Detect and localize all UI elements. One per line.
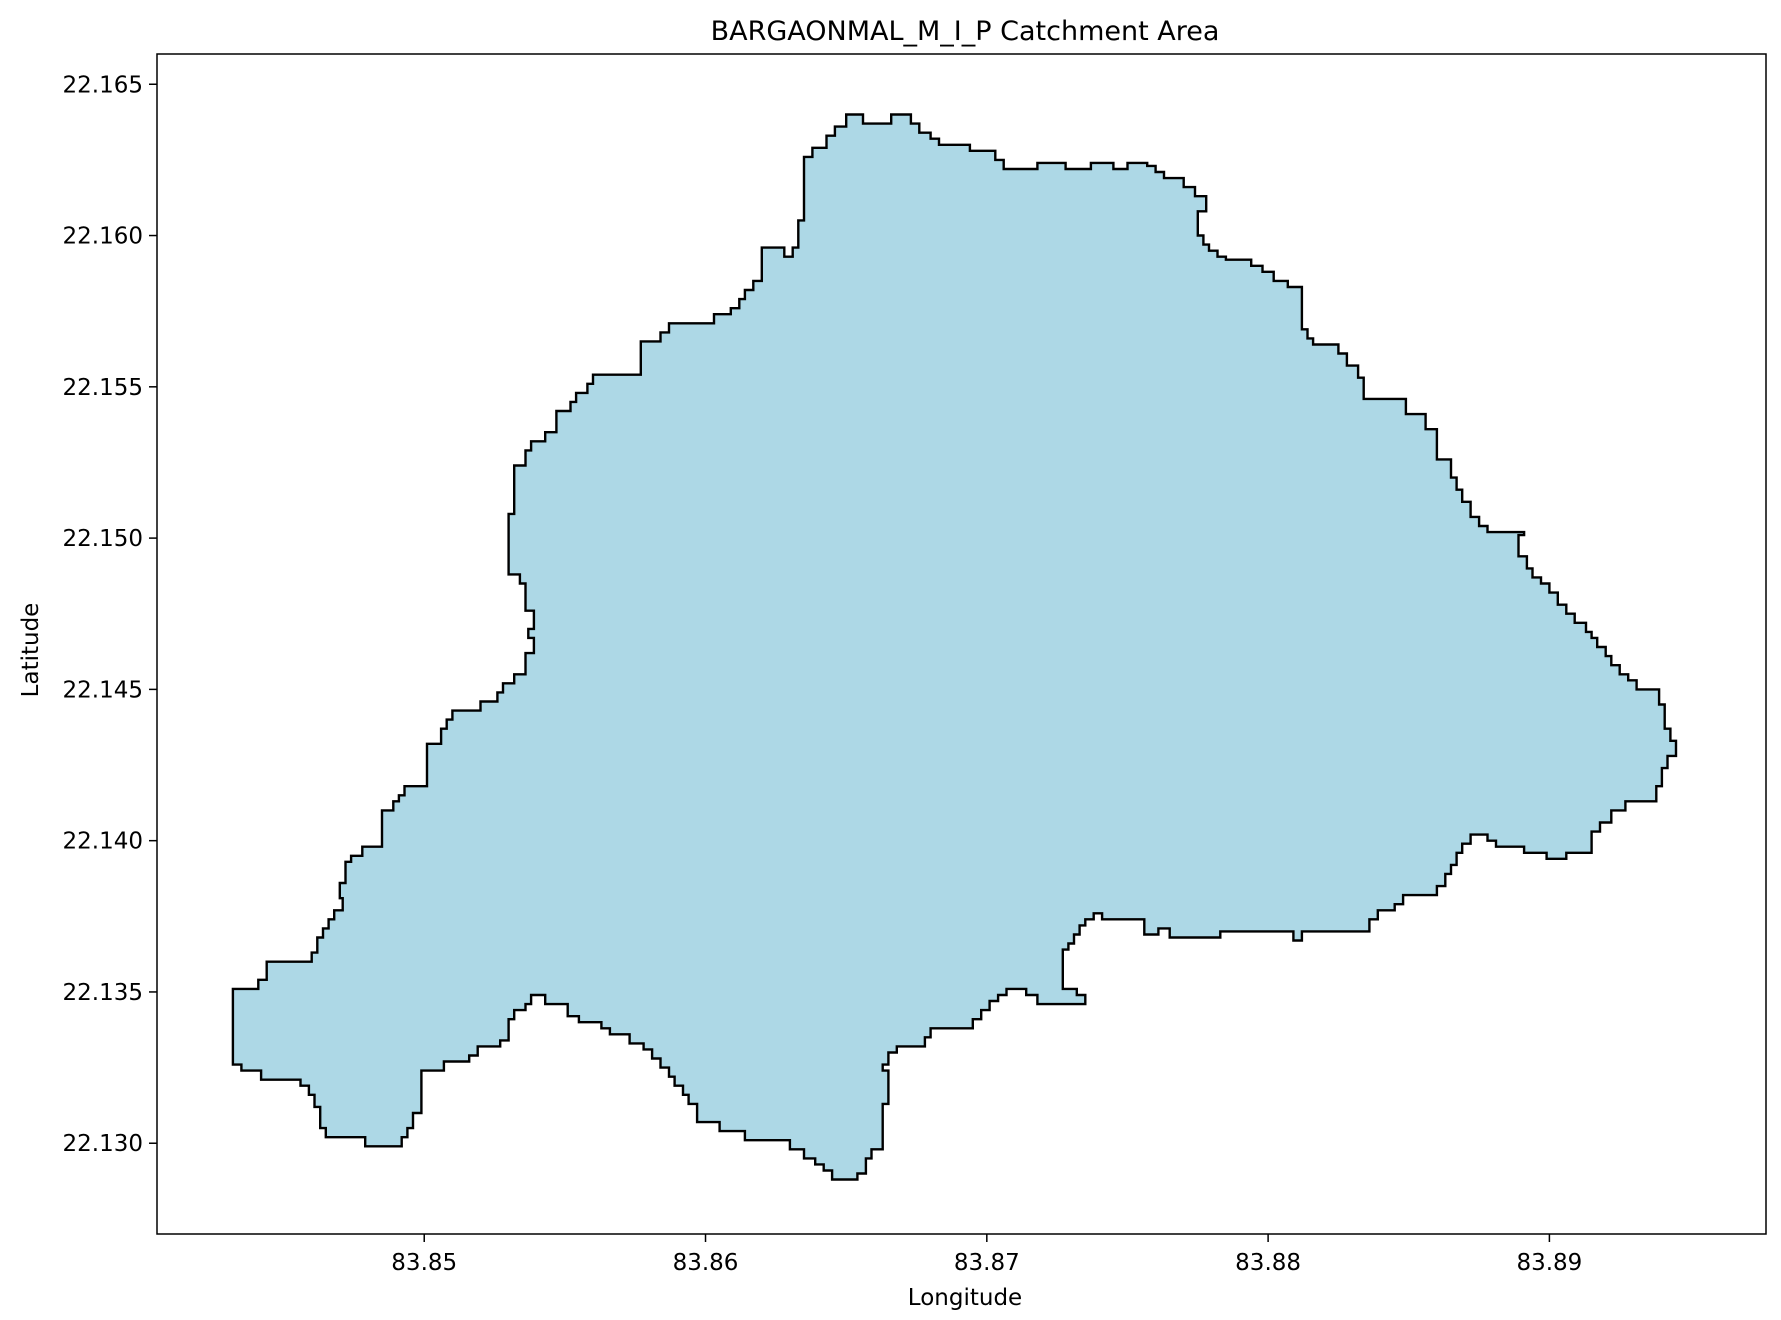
y-tick-label: 22.160	[63, 224, 143, 250]
y-tick-label: 22.155	[63, 375, 143, 401]
x-axis-label: Longitude	[908, 1285, 1022, 1311]
y-tick-label: 22.145	[63, 677, 143, 703]
y-tick-label: 22.165	[63, 72, 143, 98]
y-tick-label: 22.135	[63, 980, 143, 1006]
chart-title: BARGAONMAL_M_I_P Catchment Area	[711, 16, 1220, 47]
x-tick-label: 83.87	[954, 1250, 1020, 1276]
y-axis-label: Latitude	[18, 603, 44, 698]
y-axis: 22.130 22.135 22.140 22.145 22.150 22.155 22.1…	[63, 72, 157, 1157]
catchment-area-polygon	[231, 113, 1678, 1181]
y-tick-label: 22.140	[63, 829, 143, 855]
y-tick-label: 22.130	[63, 1131, 143, 1157]
plot-frame	[156, 53, 1767, 1235]
x-tick-label: 83.89	[1516, 1250, 1582, 1276]
x-tick-label: 83.85	[391, 1250, 457, 1276]
x-tick-label: 83.88	[1235, 1250, 1301, 1276]
x-axis: 83.85 83.86 83.87 83.88 83.89	[391, 1234, 1582, 1276]
x-tick-label: 83.86	[673, 1250, 739, 1276]
catchment-area-layer	[231, 113, 1678, 1181]
y-tick-label: 22.150	[63, 526, 143, 552]
